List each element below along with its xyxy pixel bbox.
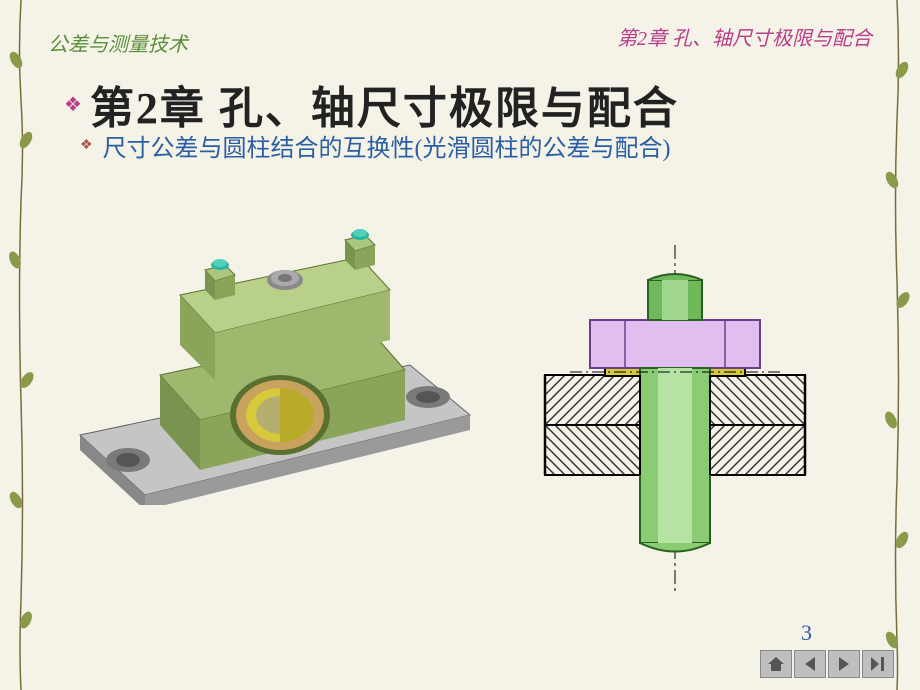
subtitle-bullet-icon: ❖ xyxy=(80,137,93,154)
title-row: ❖ 第2章 孔、轴尺寸极限与配合 xyxy=(64,72,679,136)
nav-prev-button[interactable] xyxy=(794,650,826,678)
nav-last-button[interactable] xyxy=(862,650,894,678)
next-icon xyxy=(836,656,852,672)
nav-next-button[interactable] xyxy=(828,650,860,678)
subtitle-text: 尺寸公差与圆柱结合的互换性(光滑圆柱的公差与配合) xyxy=(103,128,671,163)
subtitle-row: ❖ 尺寸公差与圆柱结合的互换性(光滑圆柱的公差与配合) xyxy=(80,128,671,163)
last-icon xyxy=(869,656,887,672)
header-chapter-name: 第2章 孔、轴尺寸极限与配合 xyxy=(617,22,872,51)
chapter-title: 第2章 孔、轴尺寸极限与配合 xyxy=(90,72,679,136)
decor-vine-right xyxy=(882,0,912,690)
home-icon xyxy=(767,656,785,672)
nav-button-group xyxy=(760,650,894,678)
header-course-name: 公差与测量技术 xyxy=(48,28,188,57)
title-bullet-icon: ❖ xyxy=(64,92,82,117)
decor-vine-left xyxy=(6,0,36,690)
figure-pillow-block-3d xyxy=(50,175,490,505)
prev-icon xyxy=(802,656,818,672)
figure-bolt-section-2d xyxy=(530,240,820,600)
page-number: 3 xyxy=(801,620,812,646)
slide-container: 公差与测量技术 第2章 孔、轴尺寸极限与配合 ❖ 第2章 孔、轴尺寸极限与配合 … xyxy=(0,0,920,690)
nav-home-button[interactable] xyxy=(760,650,792,678)
